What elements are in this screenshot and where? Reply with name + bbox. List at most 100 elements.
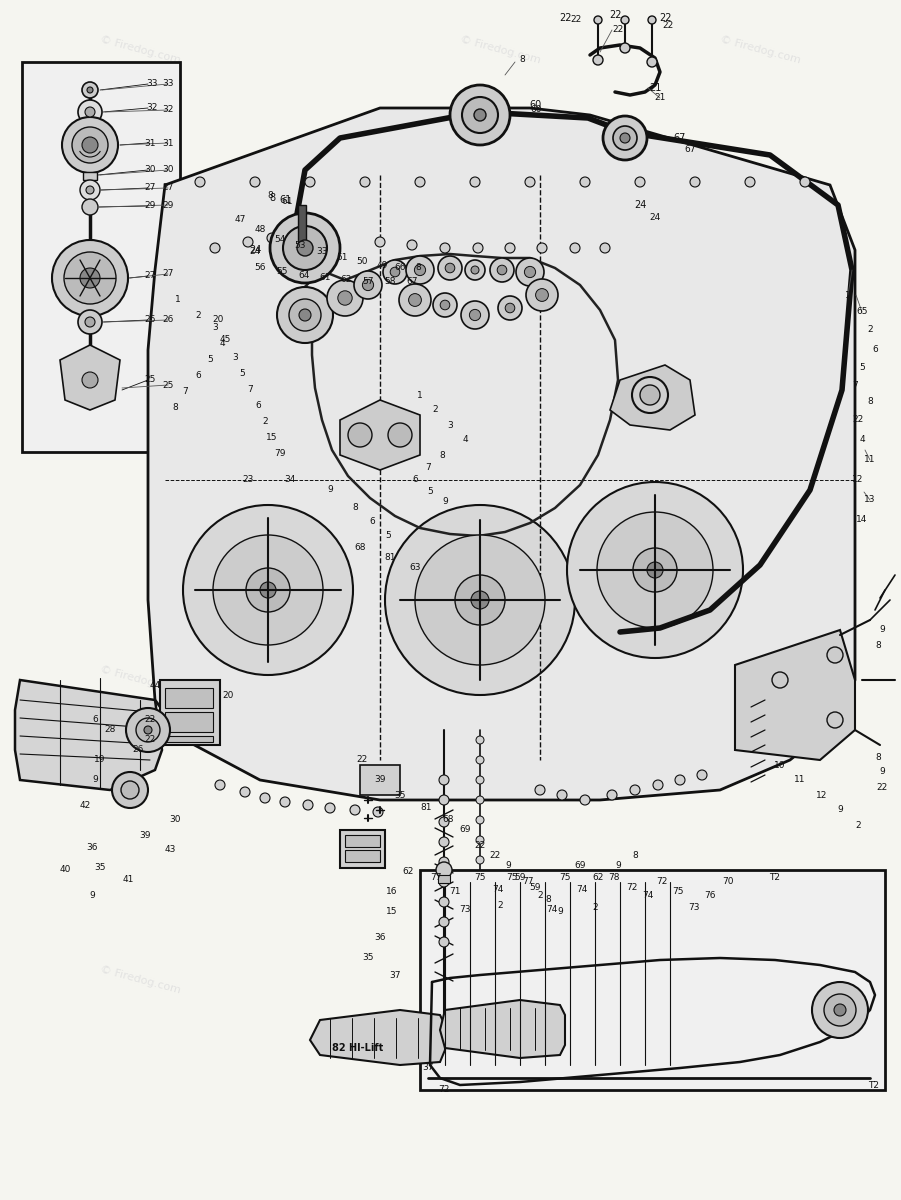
Text: 6: 6	[196, 372, 201, 380]
Circle shape	[640, 385, 660, 404]
Circle shape	[648, 16, 656, 24]
Circle shape	[490, 258, 514, 282]
Text: 2: 2	[855, 821, 860, 829]
Text: 74: 74	[546, 906, 558, 914]
Text: © Firedog.com: © Firedog.com	[99, 665, 181, 696]
Text: 67: 67	[674, 133, 687, 143]
Text: 7: 7	[247, 385, 253, 395]
Circle shape	[439, 877, 449, 887]
Circle shape	[80, 268, 100, 288]
Text: 9: 9	[92, 775, 98, 785]
Circle shape	[603, 116, 647, 160]
Text: 14: 14	[856, 516, 868, 524]
Text: 11: 11	[864, 456, 876, 464]
Circle shape	[82, 137, 98, 152]
Bar	[165, 736, 213, 742]
Text: 55: 55	[277, 268, 287, 276]
Circle shape	[64, 252, 116, 304]
Circle shape	[408, 294, 422, 306]
Text: 2: 2	[867, 325, 873, 335]
Circle shape	[455, 575, 505, 625]
Circle shape	[438, 256, 462, 280]
Circle shape	[338, 290, 352, 305]
Text: 61: 61	[319, 274, 331, 282]
Text: 1: 1	[845, 290, 851, 300]
Text: 75: 75	[560, 874, 570, 882]
Text: © Firedog.com: © Firedog.com	[719, 665, 801, 696]
Text: 48: 48	[254, 226, 266, 234]
Text: 27: 27	[162, 184, 174, 192]
Text: 22: 22	[144, 715, 156, 725]
Text: 35: 35	[362, 954, 374, 962]
Text: 40: 40	[59, 865, 70, 875]
Bar	[345, 850, 380, 862]
Text: 20: 20	[213, 316, 223, 324]
Circle shape	[439, 857, 449, 866]
Text: 5: 5	[207, 355, 213, 365]
Text: 8: 8	[519, 55, 525, 65]
Circle shape	[476, 776, 484, 784]
Circle shape	[772, 672, 788, 688]
Text: 3: 3	[447, 420, 453, 430]
Text: 77: 77	[523, 877, 533, 887]
Text: 27: 27	[162, 270, 174, 278]
Text: 33: 33	[146, 79, 158, 89]
Circle shape	[525, 176, 535, 187]
Circle shape	[439, 937, 449, 947]
Polygon shape	[310, 1010, 445, 1066]
Text: 60: 60	[530, 100, 542, 110]
Text: 2: 2	[196, 311, 201, 319]
Circle shape	[524, 266, 535, 277]
Circle shape	[613, 126, 637, 150]
Circle shape	[305, 176, 315, 187]
Circle shape	[471, 266, 479, 274]
Circle shape	[567, 482, 743, 658]
Text: 8: 8	[267, 192, 273, 200]
Circle shape	[824, 994, 856, 1026]
Polygon shape	[148, 108, 855, 800]
Circle shape	[85, 317, 95, 326]
Text: 37: 37	[423, 1063, 433, 1073]
Text: 42: 42	[79, 800, 91, 810]
Circle shape	[195, 176, 205, 187]
Circle shape	[535, 288, 549, 301]
Bar	[438, 875, 450, 883]
Circle shape	[440, 242, 450, 253]
Circle shape	[498, 296, 522, 320]
Text: 35: 35	[395, 791, 405, 799]
Text: 72: 72	[626, 883, 638, 893]
Text: 8: 8	[268, 193, 275, 203]
Text: 51: 51	[336, 253, 348, 263]
Text: 19: 19	[95, 756, 105, 764]
Text: 6: 6	[255, 402, 261, 410]
Text: 5: 5	[385, 532, 391, 540]
Text: 8: 8	[875, 754, 881, 762]
Text: 20: 20	[223, 690, 233, 700]
Circle shape	[433, 293, 457, 317]
Circle shape	[299, 308, 311, 320]
Circle shape	[348, 422, 372, 446]
Text: 9: 9	[89, 890, 95, 900]
Text: 30: 30	[162, 166, 174, 174]
Polygon shape	[15, 680, 162, 790]
Bar	[83, 172, 97, 180]
Circle shape	[183, 505, 353, 674]
Circle shape	[112, 772, 148, 808]
Text: 8: 8	[172, 403, 177, 413]
Circle shape	[476, 736, 484, 744]
Circle shape	[414, 264, 425, 276]
Text: 79: 79	[274, 450, 286, 458]
Circle shape	[385, 505, 575, 695]
Text: 32: 32	[162, 106, 174, 114]
Text: 74: 74	[642, 890, 654, 900]
Circle shape	[406, 256, 434, 284]
Circle shape	[800, 176, 810, 187]
Text: 6: 6	[92, 715, 98, 725]
Bar	[340, 830, 385, 868]
Text: © Firedog.com: © Firedog.com	[719, 965, 801, 996]
Circle shape	[303, 800, 313, 810]
Circle shape	[473, 242, 483, 253]
Text: 12: 12	[816, 792, 828, 800]
Text: 8: 8	[875, 641, 881, 649]
Text: 72: 72	[438, 1086, 450, 1094]
